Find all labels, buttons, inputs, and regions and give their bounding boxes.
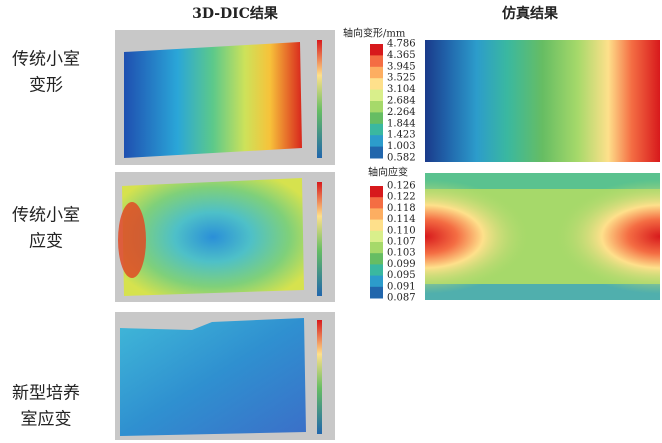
legend-swatch: [370, 219, 383, 232]
legend-label: 1.844: [387, 118, 416, 129]
legend-label: 0.103: [387, 248, 416, 259]
legend-swatch: [370, 44, 383, 56]
legend-label: 0.110: [387, 225, 416, 236]
legend-label: 0.091: [387, 281, 416, 292]
row-label: 传统小室: [12, 50, 80, 70]
legend-swatch: [370, 146, 383, 159]
legend-label: 0.095: [387, 270, 416, 281]
legend-title: 轴向应变: [368, 166, 408, 179]
legend-label: 4.365: [387, 50, 416, 61]
legend-swatch: [370, 101, 383, 113]
legend-swatch: [370, 89, 383, 102]
simulation-image: [425, 173, 660, 300]
legend-swatch: [370, 230, 383, 243]
legends: 轴向变形/mm4.7864.3653.9453.5253.1042.6842.2…: [343, 27, 416, 304]
legend-swatch: [370, 123, 383, 136]
legend-swatch: [370, 112, 383, 125]
legend-label: 0.099: [387, 259, 416, 270]
legend-label: 0.107: [387, 237, 416, 248]
legend-swatch: [370, 186, 383, 198]
column-header: 仿真结果: [502, 5, 559, 22]
legend-swatch: [370, 78, 383, 91]
legend-label: 0.087: [387, 293, 416, 304]
legend-label: 3.104: [387, 84, 416, 95]
row-label: 新型培养: [12, 384, 80, 404]
legend-label: 0.582: [387, 153, 416, 164]
dic-image: [115, 312, 335, 440]
legend-title: 轴向变形/mm: [343, 27, 406, 40]
row-label: 室应变: [21, 410, 72, 430]
legend-label: 2.684: [387, 96, 416, 107]
legend-label: 1.423: [387, 130, 416, 141]
legend-swatch: [370, 253, 383, 265]
legend-swatch: [370, 55, 383, 68]
legend-label: 1.003: [387, 141, 416, 152]
simulation-image: [425, 40, 660, 162]
legend-swatch: [370, 275, 383, 288]
row-label: 传统小室: [12, 206, 80, 226]
legend-label: 0.114: [387, 214, 416, 225]
legend-swatch: [370, 197, 383, 209]
legend-swatch: [370, 242, 383, 254]
row-label: 应变: [29, 232, 63, 252]
legend-swatch: [370, 286, 383, 299]
legend-label: 0.122: [387, 192, 416, 203]
legend-label: 3.945: [387, 61, 416, 72]
legend-swatch: [370, 264, 383, 277]
column-header: 3D-DIC结果: [192, 5, 279, 22]
legend-label: 0.118: [387, 203, 416, 214]
legend-swatch: [370, 208, 383, 221]
legend-label: 2.264: [387, 107, 416, 118]
row-label: 变形: [29, 76, 63, 96]
legend-swatch: [370, 66, 383, 79]
legend-label: 0.126: [387, 181, 416, 192]
legend-swatch: [370, 135, 383, 148]
dic-image: [115, 30, 335, 165]
legend-label: 3.525: [387, 73, 416, 84]
legend-label: 4.786: [387, 39, 416, 50]
dic-image: [115, 172, 335, 302]
